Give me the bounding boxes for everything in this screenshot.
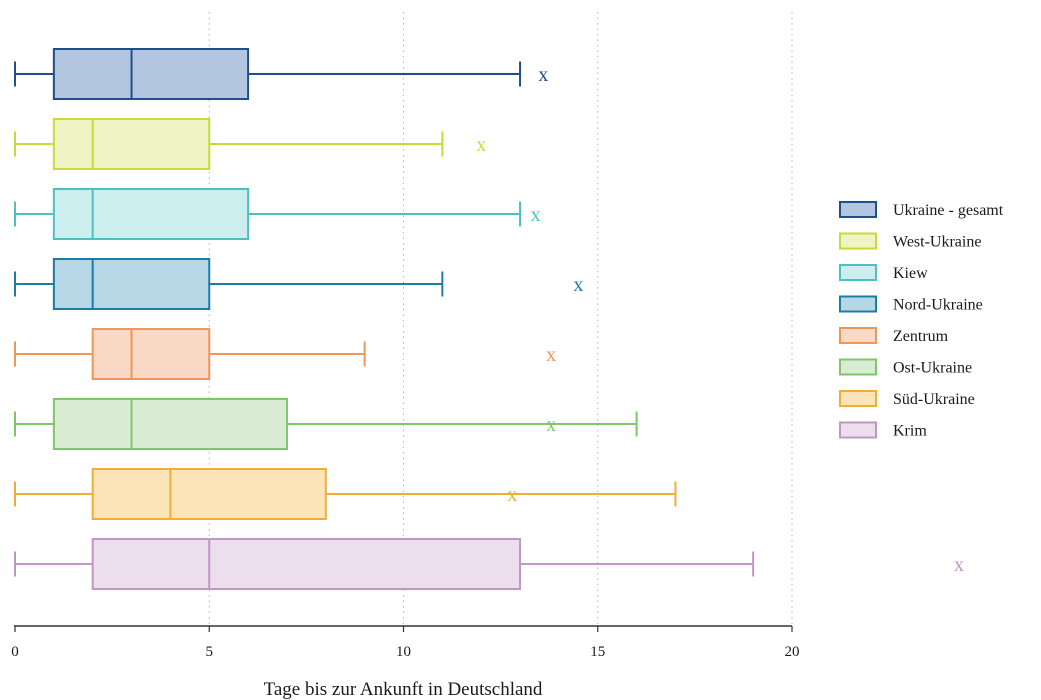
mean-marker: x xyxy=(507,484,517,506)
x-tick-label: 10 xyxy=(396,644,411,660)
legend-item: Süd-Ukraine xyxy=(839,390,975,408)
mean-marker: x xyxy=(546,414,556,436)
box xyxy=(91,328,211,380)
legend-item: Nord-Ukraine xyxy=(839,295,983,314)
legend-item: West-Ukraine xyxy=(839,232,981,251)
mean-marker: x xyxy=(476,134,486,156)
legend-swatch xyxy=(839,295,877,313)
legend: Ukraine - gesamt West-Ukraine Kiew Nord-Ukr… xyxy=(839,201,1004,440)
x-tick-label: 15 xyxy=(590,644,605,660)
legend-label: Krim xyxy=(893,423,927,440)
legend-label: Kiew xyxy=(893,265,928,282)
legend-label: Süd-Ukraine xyxy=(893,391,975,408)
box-group: x xyxy=(14,188,541,240)
legend-label: West-Ukraine xyxy=(893,234,981,251)
mean-marker: x xyxy=(538,64,548,86)
legend-item: Kiew xyxy=(839,264,928,282)
mean-marker: x xyxy=(531,204,541,226)
legend-swatch xyxy=(839,232,877,250)
box xyxy=(91,468,327,520)
x-axis-title: Tage bis zur Ankunft in Deutschland xyxy=(264,679,543,700)
legend-swatch xyxy=(839,201,877,218)
box-group: x xyxy=(14,468,677,520)
legend-label: Ost-Ukraine xyxy=(893,360,972,377)
x-axis: 0 5 10 15 20 xyxy=(11,625,800,660)
legend-label: Zentrum xyxy=(893,328,949,345)
mean-marker: x xyxy=(573,274,583,296)
box-group: x xyxy=(14,118,486,170)
box xyxy=(52,48,250,100)
legend-item: Krim xyxy=(839,421,927,440)
x-tick-label: 20 xyxy=(785,644,800,660)
x-tick-label: 0 xyxy=(11,644,19,660)
mean-marker: x xyxy=(954,554,964,576)
box-group: x xyxy=(14,328,556,380)
legend-label: Nord-Ukraine xyxy=(893,297,983,314)
box-group: x xyxy=(14,48,548,100)
legend-swatch xyxy=(839,421,877,439)
plot-area: x x x x x x x x xyxy=(14,48,964,590)
legend-label: Ukraine - gesamt xyxy=(893,202,1004,219)
grid-lines xyxy=(208,12,793,626)
legend-swatch xyxy=(839,327,877,344)
box-group: x xyxy=(14,258,583,310)
x-tick-label: 5 xyxy=(206,644,214,660)
legend-swatch xyxy=(839,264,877,281)
box xyxy=(52,118,211,170)
legend-swatch xyxy=(839,358,877,376)
legend-item: Zentrum xyxy=(839,327,949,345)
box xyxy=(52,398,288,450)
box-group: x xyxy=(14,398,638,450)
legend-item: Ukraine - gesamt xyxy=(839,201,1004,219)
legend-swatch xyxy=(839,390,877,407)
legend-item: Ost-Ukraine xyxy=(839,358,972,377)
box xyxy=(91,538,522,590)
box xyxy=(52,258,211,310)
box-group: x xyxy=(14,538,964,590)
box xyxy=(52,188,250,240)
mean-marker: x xyxy=(546,344,556,366)
